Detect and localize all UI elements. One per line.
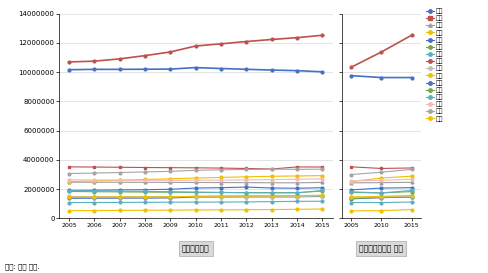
- Text: 인구주택총조사 인구: 인구주택총조사 인구: [359, 244, 403, 253]
- Legend: 서울, 부산, 대구, 인천, 광주, 대전, 울산, 경기, 강원, 충북, 충남, 전북, 전남, 경북, 경남, 제주: 서울, 부산, 대구, 인천, 광주, 대전, 울산, 경기, 강원, 충북, …: [425, 8, 442, 121]
- Text: 주민등록인구: 주민등록인구: [182, 244, 209, 253]
- Text: 자료: 저자 작성.: 자료: 저자 작성.: [5, 264, 40, 270]
